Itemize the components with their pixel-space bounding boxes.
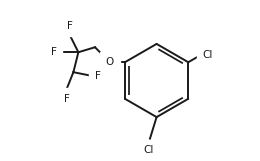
Text: Cl: Cl bbox=[143, 145, 153, 155]
Text: F: F bbox=[67, 21, 73, 31]
Text: F: F bbox=[64, 94, 70, 104]
Text: F: F bbox=[51, 47, 57, 57]
Text: O: O bbox=[106, 57, 114, 67]
Text: Cl: Cl bbox=[202, 50, 212, 60]
Text: F: F bbox=[95, 71, 101, 80]
